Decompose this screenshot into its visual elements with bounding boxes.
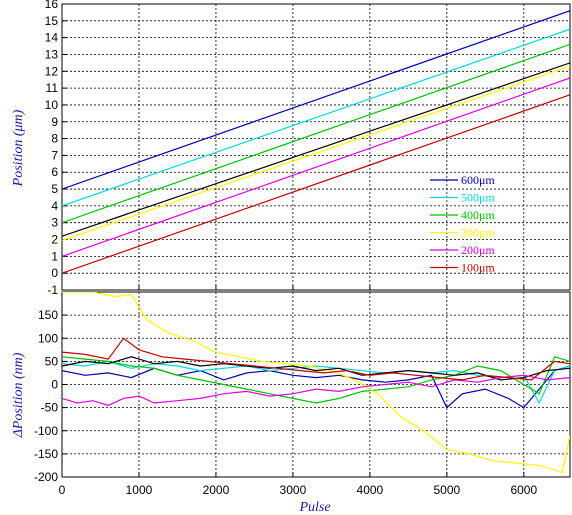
x-tick-label: 6000 (510, 483, 537, 497)
y-tick-label: 14 (45, 31, 59, 45)
y-tick-label: 13 (45, 47, 59, 61)
legend-label: 300μm (461, 226, 495, 240)
200um-series-line (62, 374, 570, 406)
y-tick-label: 10 (45, 98, 59, 112)
200um-series-line (62, 77, 570, 257)
plot-frame (61, 3, 571, 291)
top-y-axis-label: Position (μm) (11, 109, 26, 187)
y-tick-label: 8 (51, 132, 58, 146)
bottom-y-axis-label: ΔPosition (nm) (11, 352, 26, 438)
y-tick-label: 16 (45, 0, 59, 11)
300um-series-line (62, 292, 570, 474)
y-tick-label: -1 (47, 283, 58, 297)
y-tick-label: 0 (51, 378, 58, 392)
legend-label: 200μm (461, 243, 495, 257)
y-tick-label: 7 (51, 148, 58, 162)
legend-label: 600μm (461, 173, 495, 187)
y-tick-label: 12 (45, 64, 59, 78)
x-tick-label: 0 (59, 483, 66, 497)
100um-series-line (62, 337, 570, 381)
y-tick-label: 3 (51, 216, 58, 230)
x-axis-label: Pulse (298, 500, 330, 515)
y-tick-label: 2 (51, 233, 58, 247)
400um-series-line (62, 356, 570, 404)
legend-label: 500μm (461, 191, 495, 205)
legend-label: 100μm (461, 261, 495, 275)
x-tick-label: 3000 (280, 483, 307, 497)
legend-label: 400μm (461, 208, 495, 222)
reference-series-line (62, 62, 570, 237)
legend: 600μm 500μm 400μm 300μm 200μm 100μm (430, 173, 495, 275)
y-tick-label: 150 (38, 308, 58, 322)
y-tick-label: 6 (51, 165, 58, 179)
y-tick-label: -50 (41, 401, 59, 415)
x-tick-label: 5000 (433, 483, 460, 497)
600um-series-line (62, 10, 570, 190)
y-tick-label: -100 (34, 424, 58, 438)
x-tick-label: 2000 (203, 483, 230, 497)
y-tick-label: 0 (51, 266, 58, 280)
y-tick-label: 5 (51, 182, 58, 196)
y-tick-label: 100 (38, 331, 58, 345)
y-tick-label: -200 (34, 470, 58, 484)
y-tick-label: 1 (51, 249, 58, 263)
y-tick-label: 50 (45, 354, 59, 368)
bottom-panel: -200 -150 -100 -50 0 50 100 150 0 1000 2000 3000 400… (34, 291, 571, 497)
y-tick-label: 9 (51, 115, 58, 129)
500um-series-line (62, 28, 570, 207)
y-tick-label: -150 (34, 447, 58, 461)
300um-series-line (62, 65, 570, 241)
100um-series-line (62, 94, 570, 274)
x-tick-label: 1000 (126, 483, 153, 497)
y-tick-label: 15 (45, 14, 59, 28)
400um-series-line (62, 43, 570, 224)
y-tick-label: 11 (46, 81, 59, 95)
x-tick-label: 4000 (357, 483, 384, 497)
y-tick-label: 4 (51, 199, 58, 213)
